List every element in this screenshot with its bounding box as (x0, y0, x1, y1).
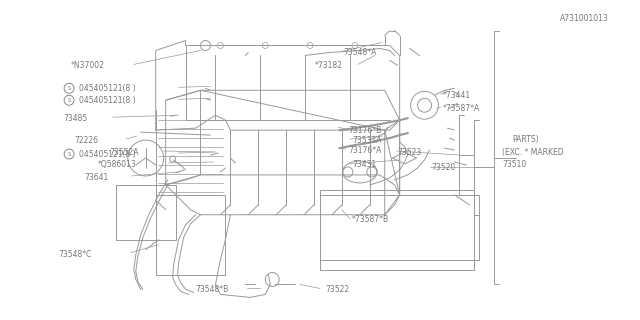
Text: *73441: *73441 (442, 91, 470, 100)
Text: 73510: 73510 (502, 160, 527, 170)
Text: 73531A: 73531A (352, 136, 381, 145)
Text: 73176*A: 73176*A (348, 146, 381, 155)
Bar (320, 195, 479, 260)
Text: S: S (68, 98, 70, 103)
Text: *73587*A: *73587*A (442, 104, 480, 113)
Text: (EXC. * MARKED: (EXC. * MARKED (502, 148, 564, 156)
Bar (156, 195, 225, 275)
Text: 045405121(8 ): 045405121(8 ) (79, 149, 136, 158)
Text: 73431: 73431 (352, 160, 376, 170)
Text: 73552A: 73552A (109, 148, 138, 156)
Text: *73587*B: *73587*B (352, 215, 389, 224)
Text: 72226: 72226 (74, 136, 98, 145)
Text: 73523: 73523 (397, 148, 422, 156)
Text: PARTS): PARTS) (512, 135, 539, 144)
Text: 73522: 73522 (325, 285, 349, 294)
Bar (116, 185, 175, 240)
Text: 73520: 73520 (431, 164, 456, 172)
Text: *N37002: *N37002 (71, 61, 105, 70)
Text: 73548*B: 73548*B (196, 285, 228, 294)
Text: *73182: *73182 (315, 61, 343, 70)
Text: S: S (68, 152, 70, 156)
Text: A731001013: A731001013 (560, 14, 609, 23)
Text: 73176*B: 73176*B (348, 126, 381, 135)
Text: 73548*A: 73548*A (343, 48, 376, 57)
Text: *Q586013: *Q586013 (98, 160, 137, 170)
Text: 045405121(8 ): 045405121(8 ) (79, 96, 136, 105)
Text: 73485: 73485 (63, 114, 88, 123)
Text: 045405121(8 ): 045405121(8 ) (79, 84, 136, 93)
Text: S: S (68, 86, 70, 91)
Text: 73548*C: 73548*C (58, 250, 92, 259)
Text: 73641: 73641 (84, 173, 108, 182)
Bar (320, 190, 474, 269)
